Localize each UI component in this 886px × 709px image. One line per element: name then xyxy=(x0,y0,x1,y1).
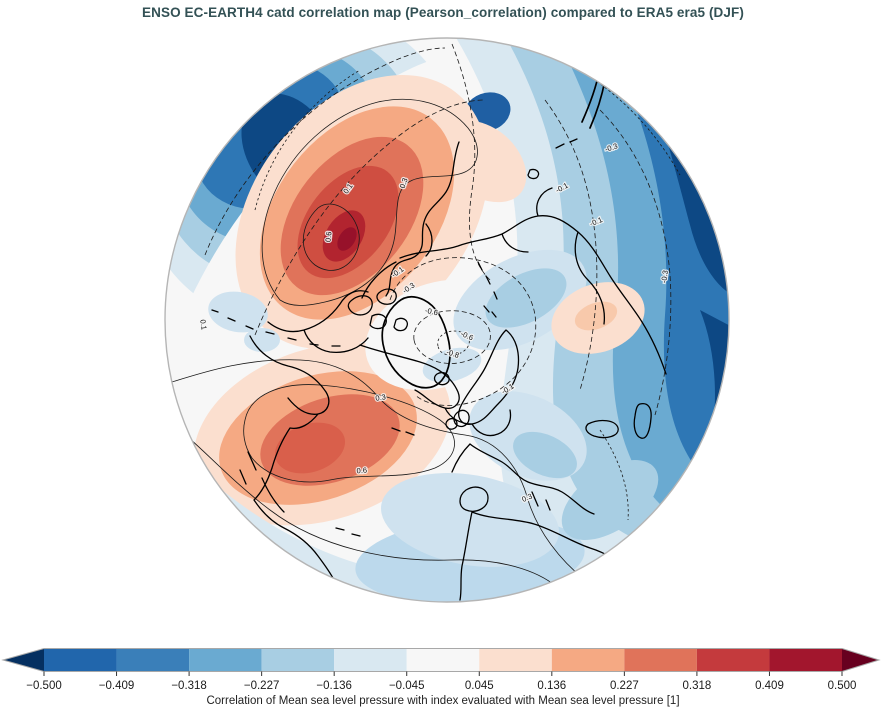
polar-map xyxy=(165,38,729,602)
contour-label: -0.3 xyxy=(659,270,670,284)
colorbar-segment xyxy=(769,648,842,672)
colorbar-tick-label: −0.227 xyxy=(244,680,280,692)
filled-contours-america-red xyxy=(193,342,451,526)
colorbar-under-arrow xyxy=(3,648,44,672)
colorbar-axis-label: Correlation of Mean sea level pressure w… xyxy=(206,695,679,707)
contour-label: 0.6 xyxy=(356,466,367,476)
colorbar: −0.500 −0.409 −0.318 −0.227 −0.136 −0.045 0.04… xyxy=(1,648,881,707)
colorbar-segment xyxy=(116,648,190,672)
coastlines xyxy=(211,71,667,601)
contour-label: 0.3 xyxy=(375,392,387,403)
colorbar-tick-label: −0.045 xyxy=(389,680,425,692)
figure-title: ENSO EC-EARTH4 catd correlation map (Pea… xyxy=(142,5,744,20)
colorbar-tick-label: −0.318 xyxy=(171,680,207,692)
contour-label: 0.1 xyxy=(198,319,208,331)
colorbar-tick-label: 0.500 xyxy=(828,680,857,692)
colorbar-segments xyxy=(44,648,842,672)
colorbar-segment xyxy=(261,648,335,672)
colorbar-tick-label: 0.318 xyxy=(683,680,712,692)
colorbar-segment xyxy=(189,648,262,672)
colorbar-segment xyxy=(624,648,697,672)
filled-contours-siberia-peach xyxy=(551,282,645,354)
colorbar-ticks: −0.500 −0.409 −0.318 −0.227 −0.136 −0.045 0.04… xyxy=(26,671,857,692)
filled-contours-center xyxy=(208,249,587,481)
colorbar-tick-label: −0.500 xyxy=(26,680,62,692)
colorbar-over-arrow xyxy=(842,648,879,672)
colorbar-tick-label: 0.409 xyxy=(755,680,784,692)
colorbar-tick-label: −0.409 xyxy=(99,680,135,692)
colorbar-segment xyxy=(696,648,770,672)
contour-label: 0.6 xyxy=(324,231,334,242)
colorbar-tick-label: 0.227 xyxy=(610,680,639,692)
colorbar-segment xyxy=(334,648,407,672)
colorbar-tick-label: 0.136 xyxy=(537,680,566,692)
contour-label: -0.6 xyxy=(424,306,439,317)
colorbar-segment xyxy=(406,648,480,672)
colorbar-tick-label: −0.136 xyxy=(316,680,352,692)
colorbar-segment xyxy=(44,648,117,672)
colorbar-tick-label: 0.045 xyxy=(465,680,494,692)
map-boundary-circle xyxy=(164,37,730,603)
colorbar-segment xyxy=(551,648,625,672)
colorbar-segment xyxy=(479,648,552,672)
filled-contours-pacific-red xyxy=(235,75,527,349)
